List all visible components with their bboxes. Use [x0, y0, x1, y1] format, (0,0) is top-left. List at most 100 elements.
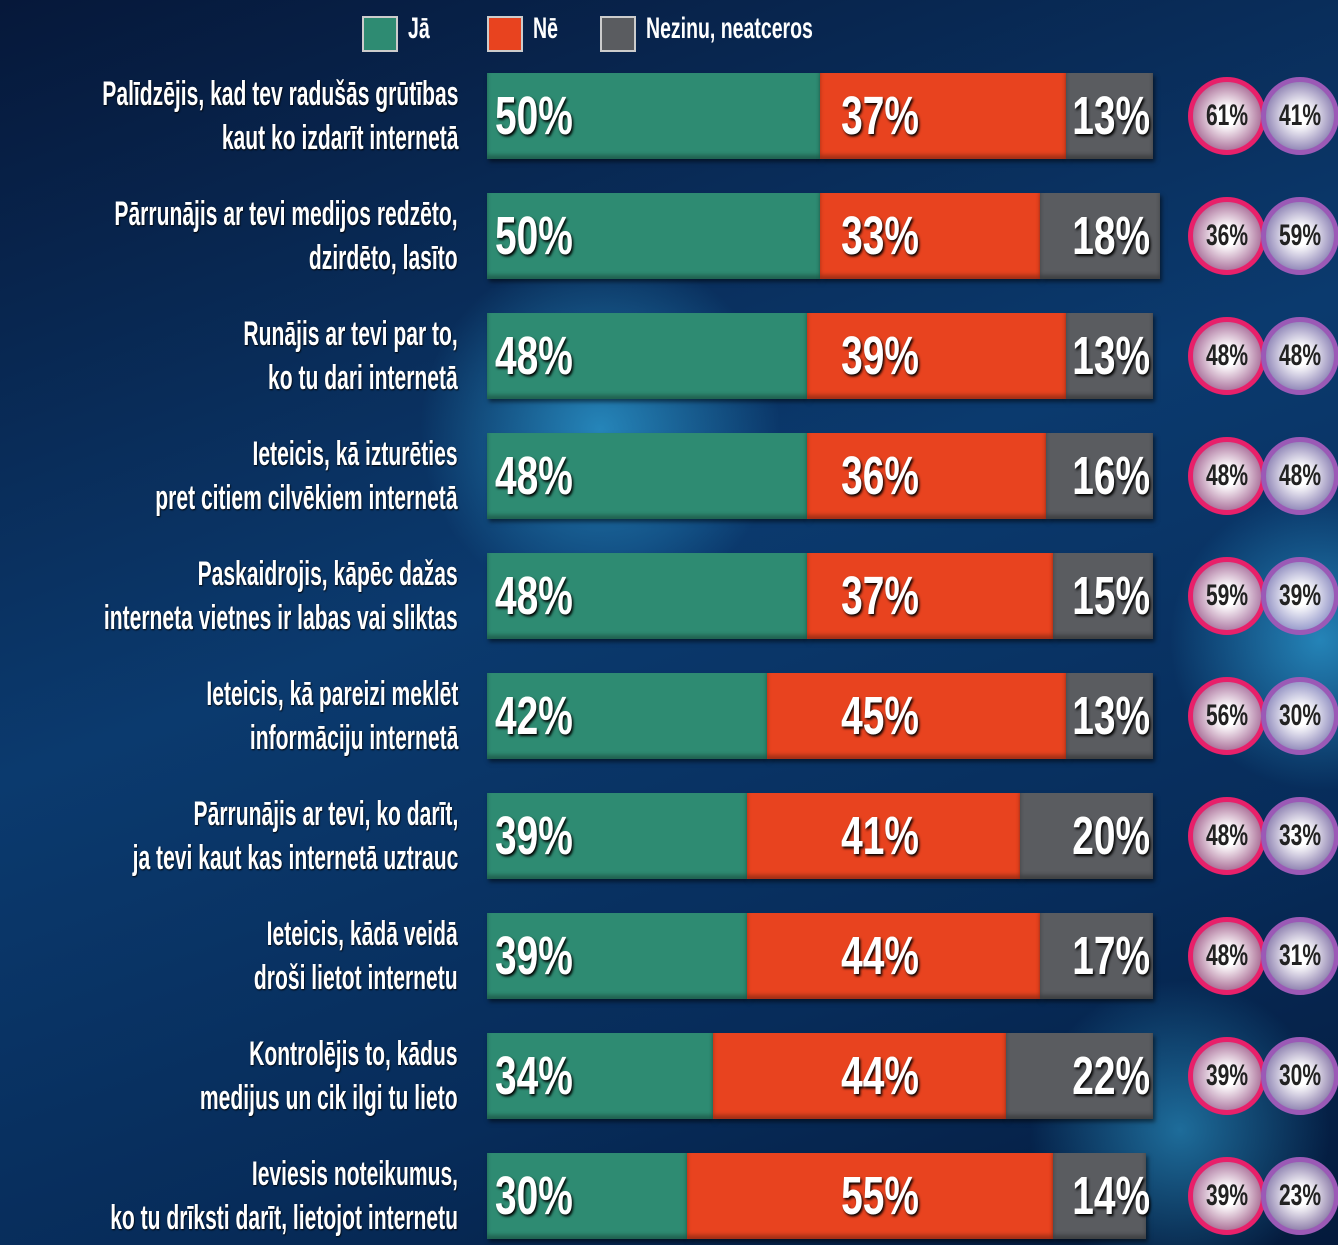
bar-segment: [746, 913, 1040, 999]
circle-badge: 48%: [1188, 437, 1266, 515]
legend-swatch: [487, 16, 523, 52]
circle-badge: 56%: [1188, 677, 1266, 755]
circle-label: 39%: [1205, 1059, 1249, 1092]
value-label: 42%: [495, 686, 573, 746]
circle-label: 48%: [1278, 459, 1322, 492]
circle-badge: 30%: [1261, 1037, 1338, 1115]
category-label: Pārrunājis ar tevi, ko darīt, ja tevi ka…: [132, 795, 458, 877]
value-label: 39%: [495, 926, 573, 986]
bar-segment: [487, 913, 747, 999]
circle-badge: 48%: [1188, 317, 1266, 395]
category-label: Ieteicis, kā pareizi meklēt informāciju …: [206, 675, 458, 757]
circle-badge: 31%: [1261, 917, 1338, 995]
bar-segment: [820, 73, 1067, 159]
legend-swatch: [600, 16, 636, 52]
circle-label: 39%: [1278, 579, 1322, 612]
category-label: Runājis ar tevi par to, ko tu dari inter…: [243, 315, 458, 397]
circle-label: 39%: [1205, 1179, 1249, 1212]
bar-segment: [1006, 1033, 1153, 1119]
circle-label: 61%: [1205, 99, 1249, 132]
category-label: Palīdzējis, kad tev radušās grūtības kau…: [101, 75, 458, 157]
circle-label: 48%: [1205, 939, 1249, 972]
bar-segment: [487, 433, 807, 519]
circle-label: 31%: [1278, 939, 1322, 972]
value-label: 16%: [1072, 446, 1150, 506]
bar-segment: [1053, 1153, 1147, 1239]
value-label: 48%: [495, 326, 573, 386]
circle-label: 48%: [1205, 819, 1249, 852]
value-label: 55%: [841, 1166, 919, 1226]
bar-segment: [806, 553, 1054, 639]
circle-badge: 39%: [1188, 1157, 1266, 1235]
circle-label: 59%: [1278, 219, 1322, 252]
value-label: 48%: [495, 566, 573, 626]
circle-badge: 39%: [1261, 557, 1338, 635]
circle-label: 48%: [1205, 339, 1249, 372]
circle-badge: 48%: [1261, 437, 1338, 515]
value-label: 39%: [841, 326, 919, 386]
bar-segment: [686, 1153, 1054, 1239]
legend-label: Jā: [408, 12, 430, 45]
bar-segment: [1066, 673, 1153, 759]
bar-segment: [487, 793, 747, 879]
bar-segment: [806, 313, 1067, 399]
category-label: Ieviesis noteikumus, ko tu drīksti darīt…: [110, 1155, 458, 1237]
bar-segment: [487, 73, 820, 159]
bar-segment: [820, 193, 1040, 279]
value-label: 50%: [495, 86, 573, 146]
bar-segment: [1066, 313, 1153, 399]
value-label: 34%: [495, 1046, 573, 1106]
circle-badge: 30%: [1261, 677, 1338, 755]
bar-segment: [1039, 913, 1153, 999]
circle-label: 30%: [1278, 1059, 1322, 1092]
circle-label: 56%: [1205, 699, 1249, 732]
bar-segment: [1066, 73, 1153, 159]
value-label: 48%: [495, 446, 573, 506]
value-label: 33%: [841, 206, 919, 266]
value-label: 45%: [841, 686, 919, 746]
bar-segment: [487, 673, 767, 759]
value-label: 13%: [1072, 86, 1150, 146]
value-label: 37%: [841, 566, 919, 626]
circle-badge: 48%: [1188, 917, 1266, 995]
value-label: 18%: [1072, 206, 1150, 266]
bar-segment: [806, 433, 1047, 519]
circle-label: 36%: [1205, 219, 1249, 252]
value-label: 44%: [841, 1046, 919, 1106]
circle-label: 48%: [1278, 339, 1322, 372]
circle-badge: 48%: [1188, 797, 1266, 875]
bar-segment: [713, 1033, 1007, 1119]
circle-badge: 61%: [1188, 77, 1266, 155]
value-label: 14%: [1072, 1166, 1150, 1226]
circle-badge: 39%: [1188, 1037, 1266, 1115]
circle-badge: 33%: [1261, 797, 1338, 875]
bar-segment: [1019, 793, 1153, 879]
value-label: 17%: [1072, 926, 1150, 986]
value-label: 13%: [1072, 686, 1150, 746]
category-label: Ieteicis, kā izturēties pret citiem cilv…: [155, 435, 458, 517]
bar-segment: [766, 673, 1067, 759]
value-label: 20%: [1072, 806, 1150, 866]
value-label: 41%: [841, 806, 919, 866]
value-label: 39%: [495, 806, 573, 866]
bar-segment: [487, 313, 807, 399]
value-label: 44%: [841, 926, 919, 986]
category-label: Paskaidrojis, kāpēc dažas interneta viet…: [104, 555, 458, 637]
circle-badge: 48%: [1261, 317, 1338, 395]
legend-label: Nē: [533, 12, 558, 45]
bar-segment: [746, 793, 1020, 879]
bar-segment: [1046, 433, 1153, 519]
bar-segment: [1039, 193, 1160, 279]
value-label: 37%: [841, 86, 919, 146]
category-label: Kontrolējis to, kādus medijus un cik ilg…: [200, 1035, 458, 1117]
circle-label: 23%: [1278, 1179, 1322, 1212]
circle-label: 41%: [1278, 99, 1322, 132]
value-label: 22%: [1072, 1046, 1150, 1106]
bar-segment: [487, 1033, 714, 1119]
legend-label: Nezinu, neatceros: [646, 12, 813, 45]
circle-badge: 23%: [1261, 1157, 1338, 1235]
legend-swatch: [362, 16, 398, 52]
circle-label: 59%: [1205, 579, 1249, 612]
category-label: Pārrunājis ar tevi medijos redzēto, dzir…: [114, 195, 458, 277]
